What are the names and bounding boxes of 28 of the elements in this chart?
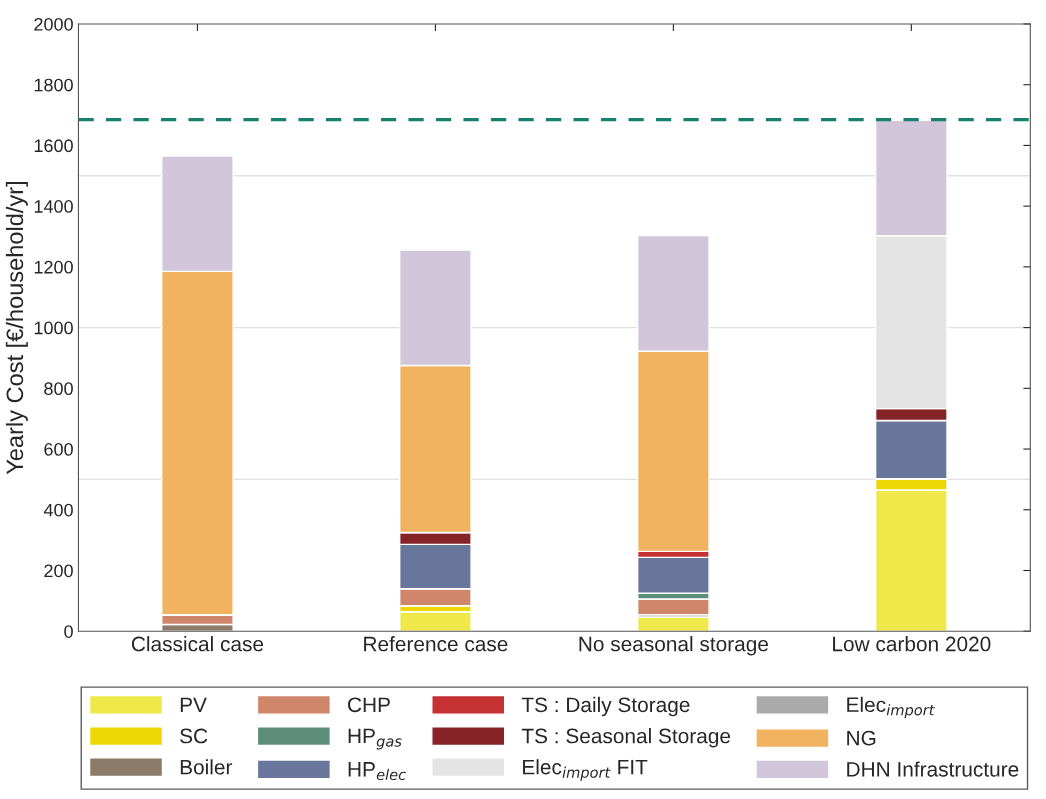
legend-label: Boiler xyxy=(180,759,233,775)
legend-label: TS : Seasonal Storage xyxy=(521,728,731,748)
y-tick-label: 1200 xyxy=(34,260,73,274)
y-tick-label: 200 xyxy=(44,564,73,578)
legend-label: DHN Infrastructure xyxy=(847,761,1019,777)
x-tick-label: Low carbon 2020 xyxy=(833,636,991,652)
y-tick-label: 600 xyxy=(44,442,73,456)
y-tick-label: 400 xyxy=(43,503,73,517)
y-tick-label: 0 xyxy=(64,625,73,638)
legend-label: PV xyxy=(180,697,207,712)
legend-label: HP$_{elec}$ xyxy=(348,762,406,781)
x-tick-label: No seasonal storage xyxy=(579,636,768,656)
y-tick-label: 1600 xyxy=(34,139,73,153)
y-tick-label: 2000 xyxy=(34,17,73,31)
y-tick-label: 1000 xyxy=(34,321,73,335)
legend-label: Elec$_{import}$ xyxy=(847,696,935,719)
y-tick-label: 800 xyxy=(44,382,73,396)
legend-label: CHP xyxy=(348,697,390,713)
legend-label: HP$_{gas}$ xyxy=(348,728,402,750)
y-axis-title: Yearly Cost [€/household/yr] xyxy=(5,182,28,475)
legend-label: Elec$_{import}$ FIT xyxy=(523,759,648,781)
x-tick-label: Reference case xyxy=(364,636,508,652)
legend-label: TS : Daily Storage xyxy=(521,696,690,717)
legend-label: SC xyxy=(180,728,208,744)
y-tick-label: 1400 xyxy=(34,200,73,213)
legend-label: NG xyxy=(847,730,876,746)
x-tick-label: Classical case xyxy=(131,636,264,652)
y-tick-label: 1800 xyxy=(34,78,73,92)
